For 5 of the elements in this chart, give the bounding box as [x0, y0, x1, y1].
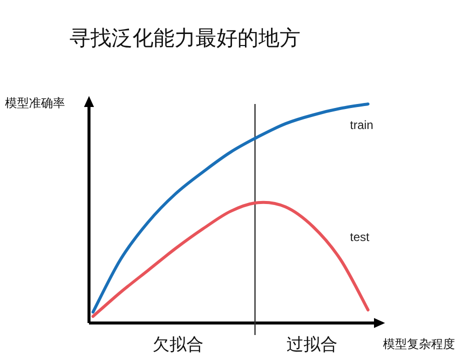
annotation: 过拟合: [286, 335, 338, 354]
ylabel: 模型准确率: [5, 96, 65, 110]
xlabel: 模型复杂程度: [383, 337, 455, 351]
annotation: 欠拟合: [152, 335, 204, 354]
title: 寻找泛化能力最好的地方: [70, 27, 300, 50]
